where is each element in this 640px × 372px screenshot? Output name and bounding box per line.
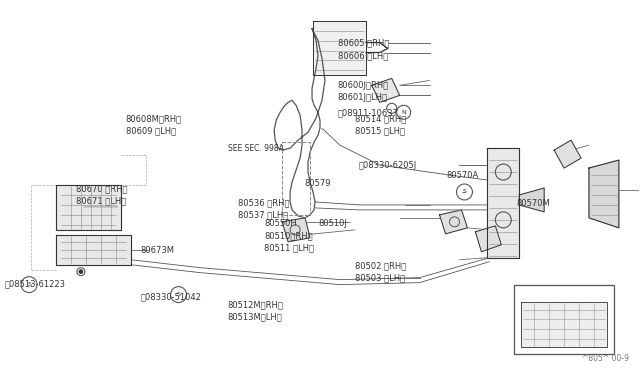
Polygon shape [56, 235, 131, 265]
Text: 80510J: 80510J [318, 219, 347, 228]
Text: 80606 〈LH〉: 80606 〈LH〉 [338, 51, 388, 60]
Text: 80512M〈RH〉: 80512M〈RH〉 [228, 301, 284, 310]
Polygon shape [521, 302, 607, 347]
Text: Ⓝ08330-51042: Ⓝ08330-51042 [140, 293, 201, 302]
Polygon shape [56, 185, 121, 230]
Text: 80502 〈RH〉: 80502 〈RH〉 [355, 262, 406, 270]
Polygon shape [488, 148, 519, 258]
Text: 80671 〈LH〉: 80671 〈LH〉 [76, 196, 127, 205]
Text: ⓝ08911-10637: ⓝ08911-10637 [338, 108, 399, 117]
Text: 80510〈RH〉: 80510〈RH〉 [264, 231, 312, 240]
Text: 80550H: 80550H [264, 219, 297, 228]
Text: 80515 〈LH〉: 80515 〈LH〉 [355, 126, 405, 136]
Text: 80511 〈LH〉: 80511 〈LH〉 [264, 244, 314, 253]
Text: SEE SEC. 998A: SEE SEC. 998A [228, 144, 284, 153]
Text: 80514 〈RH〉: 80514 〈RH〉 [355, 115, 406, 124]
Text: 80600J〈RH〉: 80600J〈RH〉 [338, 81, 389, 90]
Text: 80503 〈LH〉: 80503 〈LH〉 [355, 273, 405, 282]
Polygon shape [372, 78, 400, 102]
Text: 80536 〈RH〉: 80536 〈RH〉 [238, 199, 290, 208]
Bar [515, 285, 614, 355]
Text: 80601J〈LH〉: 80601J〈LH〉 [338, 93, 388, 102]
Text: 80579: 80579 [304, 179, 330, 188]
Text: 80670 〈RH〉: 80670 〈RH〉 [76, 185, 128, 193]
Text: S: S [27, 282, 31, 287]
Polygon shape [589, 160, 619, 228]
Text: 80513M〈LH〉: 80513M〈LH〉 [228, 313, 282, 322]
Text: S: S [177, 292, 180, 297]
Text: Ⓝ08513-61223: Ⓝ08513-61223 [4, 280, 65, 289]
Text: N: N [401, 110, 406, 115]
Text: 80570M: 80570M [516, 199, 550, 208]
Text: 80605 〈RH〉: 80605 〈RH〉 [338, 39, 389, 48]
Text: 80537 〈LH〉: 80537 〈LH〉 [238, 211, 289, 219]
Text: 80570A: 80570A [446, 171, 479, 180]
Text: 80527F: 80527F [547, 287, 581, 296]
Text: 80609 〈LH〉: 80609 〈LH〉 [125, 126, 175, 136]
Polygon shape [519, 188, 544, 212]
Text: Ⓝ08330-6205J: Ⓝ08330-6205J [358, 161, 417, 170]
Text: 80608M〈RH〉: 80608M〈RH〉 [125, 115, 182, 124]
Polygon shape [440, 210, 467, 234]
Text: S: S [463, 189, 467, 195]
Text: ^805^ 00-9: ^805^ 00-9 [582, 355, 629, 363]
Polygon shape [282, 218, 310, 242]
Polygon shape [476, 226, 501, 252]
Text: 80673M: 80673M [140, 246, 174, 255]
Circle shape [79, 270, 83, 274]
Polygon shape [313, 20, 366, 76]
Polygon shape [554, 140, 581, 168]
